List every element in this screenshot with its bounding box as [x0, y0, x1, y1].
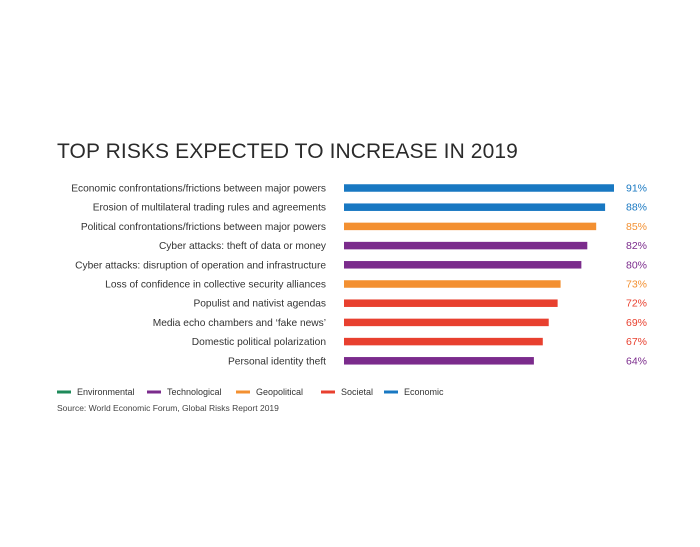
category-label: Cyber attacks: disruption of operation a…	[75, 260, 326, 271]
legend-swatch	[321, 390, 335, 394]
legend-swatch	[236, 390, 250, 394]
category-label: Populist and nativist agendas	[193, 299, 326, 310]
legend-label: Technological	[167, 387, 222, 397]
value-label: 73%	[626, 279, 647, 291]
bar	[344, 280, 561, 288]
bar	[344, 184, 614, 192]
category-label: Loss of confidence in collective securit…	[105, 280, 326, 291]
category-label: Domestic political polarization	[192, 337, 326, 348]
category-label: Economic confrontations/frictions betwee…	[71, 184, 326, 195]
category-label: Media echo chambers and ‘fake news’	[153, 318, 326, 329]
value-label: 85%	[626, 221, 647, 233]
value-label: 82%	[626, 240, 647, 252]
legend-label: Geopolitical	[256, 387, 303, 397]
legend-swatch	[57, 390, 71, 394]
bar	[344, 222, 597, 231]
legend-swatch	[384, 390, 398, 394]
category-label: Personal identity theft	[228, 356, 326, 367]
bar	[344, 203, 606, 211]
value-label: 69%	[626, 317, 647, 329]
bar	[344, 318, 549, 327]
legend-swatch	[147, 390, 161, 394]
bar	[344, 261, 582, 269]
category-label: Cyber attacks: theft of data or money	[159, 241, 327, 252]
chart-title: TOP RISKS EXPECTED TO INCREASE IN 2019	[57, 140, 518, 163]
category-label: Political confrontations/frictions betwe…	[81, 222, 326, 233]
value-label: 67%	[626, 336, 647, 348]
value-label: 64%	[626, 355, 647, 367]
legend-label: Environmental	[77, 387, 135, 397]
legend-label: Economic	[404, 387, 444, 397]
bar	[344, 299, 558, 307]
bar	[344, 337, 543, 346]
value-label: 88%	[626, 202, 647, 214]
bar	[344, 241, 588, 250]
value-label: 72%	[626, 298, 647, 310]
category-label: Erosion of multilateral trading rules an…	[93, 203, 326, 214]
chart-source: Source: World Economic Forum, Global Ris…	[57, 403, 279, 413]
bar	[344, 357, 534, 365]
legend-label: Societal	[341, 387, 373, 397]
value-label: 91%	[626, 183, 647, 195]
value-label: 80%	[626, 259, 647, 271]
